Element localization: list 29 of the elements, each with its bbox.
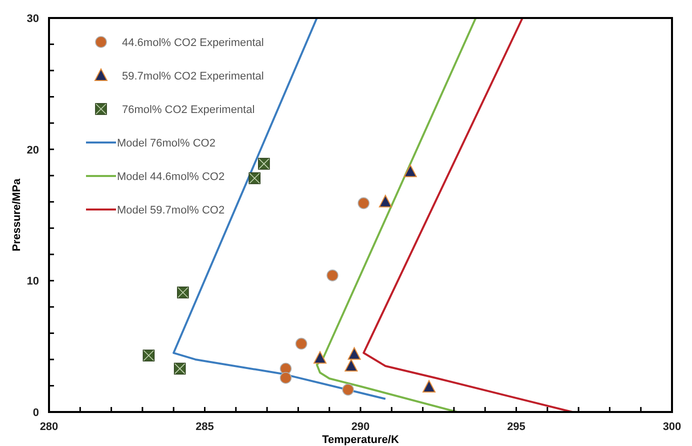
point	[344, 359, 358, 372]
point	[342, 384, 354, 396]
point	[378, 194, 392, 208]
line-series	[362, 18, 574, 412]
legend-label: Model 76mol% CO2	[117, 138, 216, 150]
legend-label: 76mol% CO2 Experimental	[122, 104, 255, 116]
y-tick-label: 30	[26, 13, 39, 25]
point	[280, 372, 292, 384]
point	[358, 197, 370, 210]
legend-label: Model 44.6mol% CO2	[117, 171, 225, 183]
point	[348, 347, 361, 360]
x-tick-label: 280	[40, 421, 58, 433]
x-axis-title: Temperature/K	[322, 434, 399, 446]
point	[326, 270, 338, 282]
y-axis-title: Pressure/MPa	[11, 178, 23, 252]
point	[295, 338, 308, 350]
y-tick-label: 10	[26, 276, 39, 288]
x-tick-label: 290	[351, 421, 370, 433]
legend-label: Model 59.7mol% CO2	[117, 204, 225, 216]
point	[422, 380, 436, 393]
point	[404, 164, 417, 178]
x-tick-label: 300	[662, 421, 682, 433]
x-tick-label: 295	[507, 421, 526, 433]
y-tick-label: 0	[32, 407, 39, 419]
legend-label: 44.6mol% CO2 Experimental	[122, 37, 264, 49]
legend-label: 59.7mol% CO2 Experimental	[122, 70, 264, 82]
y-tick-label: 20	[26, 144, 39, 156]
point	[314, 351, 327, 364]
x-tick-label: 285	[196, 421, 214, 433]
